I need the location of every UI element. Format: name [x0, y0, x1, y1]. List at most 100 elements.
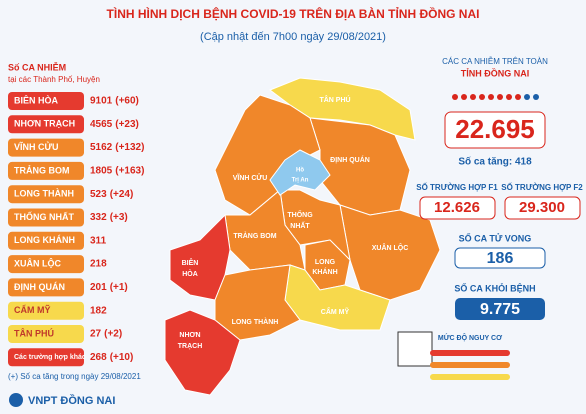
map-label: TRẢNG BOM	[233, 231, 276, 240]
map	[164, 77, 441, 396]
district-badge	[8, 185, 84, 204]
person-icon	[497, 94, 503, 100]
total-label: CÁC CA NHIỄM TRÊN TOÀN	[442, 57, 548, 66]
logo: VNPT ĐỒNG NAI	[28, 394, 115, 407]
district-cases: 218	[90, 259, 107, 270]
map-label: VĨNH CỬU	[233, 173, 268, 182]
map-label: HÒA	[182, 269, 198, 278]
increase: Số ca tăng: 418	[458, 156, 532, 168]
district-increase: (+10)	[110, 352, 134, 363]
district-badge	[8, 138, 84, 157]
person-icon	[479, 94, 485, 100]
district-badge	[8, 301, 84, 320]
deaths-label: SỐ CA TỬ VONG	[459, 232, 532, 243]
person-icon	[470, 94, 476, 100]
deaths-box	[454, 247, 546, 269]
deaths-value: 186	[487, 250, 514, 267]
district-cases: 201	[90, 282, 107, 293]
district-badge	[8, 92, 84, 110]
map-label: LONG	[315, 259, 336, 266]
district-cases: 5162	[90, 142, 113, 153]
district-badge	[8, 325, 84, 343]
district-cases: 1805	[90, 166, 113, 177]
map-label: LONG THÀNH	[232, 317, 279, 326]
map-label: THỐNG	[287, 209, 313, 219]
f2-box	[504, 196, 581, 220]
person-icon	[461, 94, 467, 100]
district-name: CẨM MỸ	[14, 304, 51, 315]
f1-value: 12.626	[434, 199, 480, 216]
person-icon	[488, 94, 494, 100]
map-label: Hồ	[296, 168, 304, 174]
map-label: ĐỊNH QUÁN	[330, 155, 370, 164]
district-cases: 268	[90, 352, 107, 363]
district-name: ĐỊNH QUÁN	[14, 282, 65, 292]
district-increase: (+163)	[115, 166, 144, 177]
district-increase: (+24)	[110, 189, 134, 200]
map-label: Trị An	[292, 178, 309, 184]
recovered-box	[455, 298, 545, 320]
district-badge	[8, 255, 84, 274]
district-name: THỐNG NHẤT	[14, 211, 74, 222]
total-value: 22.695	[455, 114, 535, 144]
district-cases: 311	[90, 235, 107, 246]
district-increase: (+1)	[110, 282, 128, 293]
district-name: Các trường hợp khác	[14, 354, 86, 361]
logo-icon	[9, 393, 23, 407]
map-label: TÂN PHÚ	[319, 95, 350, 104]
district-name: NHƠN TRẠCH	[14, 119, 75, 129]
district-increase: (+2)	[104, 329, 122, 340]
person-icon	[506, 94, 512, 100]
total-box	[444, 111, 546, 149]
person-icon	[533, 94, 539, 100]
district-cases: 4565	[90, 119, 113, 130]
district-cases: 27	[90, 329, 102, 340]
district-name: BIÊN HÒA	[14, 94, 59, 105]
title: TÌNH HÌNH DỊCH BỆNH COVID-19 TRÊN ĐỊA BÀ…	[107, 6, 480, 21]
recovered-label: SỐ CA KHỎI BỆNH	[454, 282, 535, 293]
district-badge	[8, 115, 84, 134]
district-badge	[8, 278, 84, 297]
district-name: TÂN PHÚ	[14, 327, 54, 338]
district-badge	[8, 231, 84, 250]
district-name: LONG KHÁNH	[14, 235, 75, 245]
map-label: TRẠCH	[178, 343, 203, 350]
district-badge	[8, 161, 84, 180]
map-label: CẨM MỸ	[321, 307, 350, 316]
person-icon	[524, 94, 530, 100]
district-name: VĨNH CỬU	[14, 141, 58, 152]
district-increase: (+132)	[115, 142, 144, 153]
district-name: TRẢNG BOM	[14, 164, 70, 175]
person-icon	[515, 94, 521, 100]
f2-value: 29.300	[519, 199, 565, 216]
district-increase: (+23)	[115, 119, 139, 130]
f1-box	[419, 196, 496, 220]
map-label: NHẤT	[290, 220, 310, 230]
district-badge	[8, 348, 84, 367]
legend-title: MỨC ĐỘ NGUY CƠ	[438, 333, 502, 342]
map-label: KHÁNH	[312, 267, 337, 276]
district-badge	[8, 208, 84, 227]
f2-label: SỐ TRƯỜNG HỢP F2	[501, 182, 583, 192]
district-increase: (+3)	[110, 212, 128, 223]
district-name: LONG THÀNH	[14, 189, 74, 199]
district-cases: 523	[90, 189, 107, 200]
map-label: BIÊN	[182, 258, 199, 267]
list-heading: Số CA NHIỄM	[8, 61, 66, 72]
district-name: XUÂN LỘC	[14, 257, 62, 268]
map-label: XUÂN LỘC	[372, 243, 409, 252]
district-increase: (+60)	[115, 96, 139, 107]
recovered-value: 9.775	[480, 301, 520, 318]
person-icon	[452, 94, 458, 100]
list-subheading: tại các Thành Phố, Huyện	[8, 75, 100, 84]
footnote: (+) Số ca tăng trong ngày 29/08/2021	[8, 372, 141, 381]
f1-label: SỐ TRƯỜNG HỢP F1	[416, 182, 498, 192]
district-cases: 332	[90, 212, 107, 223]
district-cases: 9101	[90, 96, 113, 107]
subtitle: (Cập nhật đến 7h00 ngày 29/08/2021)	[200, 31, 386, 43]
map-label: NHƠN	[179, 332, 200, 339]
qr-code	[397, 331, 433, 367]
total-label: TỈNH ĐỒNG NAI	[461, 67, 530, 78]
legend-bars	[430, 350, 510, 380]
